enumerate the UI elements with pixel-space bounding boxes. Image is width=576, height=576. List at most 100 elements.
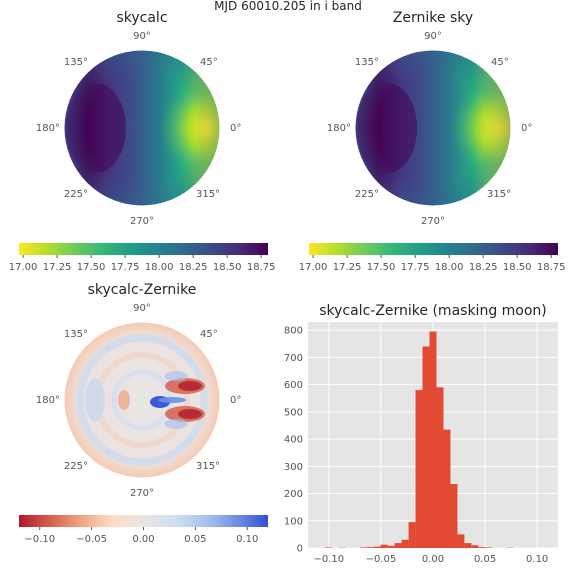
skycalc-panel: skycalc 0° 45° 90° 135° 180° 225° 270° 3… xyxy=(36,10,241,227)
colorbar-tick-label: 18.25 xyxy=(469,262,498,273)
angle-label: 45° xyxy=(491,57,509,68)
angle-label: 180° xyxy=(327,123,351,134)
angle-label: 180° xyxy=(36,395,60,406)
colorbar-tick-label: −0.05 xyxy=(76,534,107,545)
angle-label: 45° xyxy=(200,329,218,340)
angle-label: 270° xyxy=(130,488,154,499)
figure-title: MJD 60010.205 in i band xyxy=(214,0,362,13)
hist-bar xyxy=(471,545,479,548)
hist-bar xyxy=(394,543,402,548)
angle-label: 0° xyxy=(230,123,241,134)
angle-label: 315° xyxy=(487,189,511,200)
colorbar-tick-label: 17.25 xyxy=(43,262,72,273)
angle-label: 0° xyxy=(521,123,532,134)
colorbar-tick-label: 17.50 xyxy=(367,262,396,273)
hist-bar xyxy=(373,546,381,548)
colorbar-tick-label: 17.75 xyxy=(401,262,430,273)
x-tick-label: −0.05 xyxy=(366,554,397,565)
hist-bar xyxy=(457,534,465,548)
y-tick-label: 100 xyxy=(284,516,303,527)
colorbar-strip xyxy=(309,243,558,255)
colorbar-tick-label: 17.50 xyxy=(77,262,106,273)
zernike-title: Zernike sky xyxy=(393,10,473,26)
angle-label: 315° xyxy=(196,189,220,200)
colorbar-tick-label: 18.25 xyxy=(179,262,208,273)
angle-label: 315° xyxy=(196,461,220,472)
colorbar-strip xyxy=(19,515,268,527)
colorbar-tick-label: 17.00 xyxy=(299,262,328,273)
colorbar-tick-label: 17.75 xyxy=(111,262,140,273)
diff-colorbar: −0.10 −0.05 0.00 0.05 0.10 xyxy=(19,515,268,545)
x-tick-label: 0.05 xyxy=(474,554,496,565)
zernike-panel: Zernike sky 0° 45° 90° 135° 180° 225° 27… xyxy=(327,10,532,227)
hist-title: skycalc-Zernike (masking moon) xyxy=(319,303,547,319)
hist-bar xyxy=(443,429,451,548)
angle-label: 135° xyxy=(64,57,88,68)
skycalc-angle-labels: 0° 45° 90° 135° 180° 225° 270° 315° xyxy=(36,31,241,227)
diff-map xyxy=(64,322,220,478)
hist-bar xyxy=(485,547,493,548)
y-tick-label: 700 xyxy=(284,353,303,364)
y-tick-label: 0 xyxy=(297,544,303,555)
hist-bar xyxy=(401,539,409,548)
zernike-rim xyxy=(354,49,512,207)
colorbar-tick-label: 0.00 xyxy=(132,534,154,545)
angle-label: 90° xyxy=(424,31,442,42)
colorbar-tick-label: 17.00 xyxy=(9,262,38,273)
skycalc-colorbar: 17.00 17.25 17.50 17.75 18.00 18.25 18.50 18.75 xyxy=(9,243,276,273)
y-tick-label: 600 xyxy=(284,380,303,391)
colorbar-tick-label: 0.10 xyxy=(236,534,258,545)
x-tick-label: 0.00 xyxy=(422,554,444,565)
hist-bar xyxy=(450,484,458,548)
angle-label: 45° xyxy=(200,57,218,68)
y-tick-label: 800 xyxy=(284,326,303,337)
angle-label: 225° xyxy=(64,189,88,200)
x-tick-label: −0.10 xyxy=(314,554,345,565)
colorbar-strip xyxy=(19,243,268,255)
colorbar-tick-label: −0.10 xyxy=(24,534,55,545)
diff-panel: skycalc-Zernike 0° 45° 90° 135° 180° xyxy=(36,282,241,499)
hist-bar xyxy=(464,543,472,548)
angle-label: 225° xyxy=(64,461,88,472)
colorbar-tick-label: 0.05 xyxy=(184,534,206,545)
hist-tick-labels: −0.10 −0.05 0.00 0.05 0.10 0 100 200 300 400 500 60… xyxy=(284,326,548,565)
angle-label: 90° xyxy=(133,31,151,42)
colorbar-tick-label: 18.75 xyxy=(247,262,276,273)
hist-bar xyxy=(324,547,332,548)
hist-bar xyxy=(380,544,388,548)
y-tick-label: 200 xyxy=(284,489,303,500)
hist-panel: skycalc-Zernike (masking moon) −0.10 −0.0… xyxy=(284,303,558,565)
skycalc-map xyxy=(64,50,220,206)
hist-bar xyxy=(478,547,486,548)
skycalc-rim xyxy=(63,49,221,207)
angle-label: 90° xyxy=(133,303,151,314)
angle-label: 270° xyxy=(421,216,445,227)
hist-bar xyxy=(366,547,374,548)
y-tick-label: 300 xyxy=(284,462,303,473)
zernike-colorbar: 17.00 17.25 17.50 17.75 18.00 18.25 18.50 18.75 xyxy=(299,243,566,273)
diff-title: skycalc-Zernike xyxy=(88,282,197,298)
skycalc-title: skycalc xyxy=(116,10,167,26)
angle-label: 135° xyxy=(355,57,379,68)
hist-bar xyxy=(387,545,395,548)
colorbar-tick-label: 18.50 xyxy=(503,262,532,273)
zernike-angle-labels: 0° 45° 90° 135° 180° 225° 270° 315° xyxy=(327,31,532,227)
angle-label: 135° xyxy=(64,329,88,340)
hist-bar xyxy=(429,331,437,548)
hist-bar xyxy=(436,387,444,548)
zernike-map xyxy=(355,50,511,206)
colorbar-tick-label: 18.00 xyxy=(145,262,174,273)
hist-bar xyxy=(359,547,367,548)
colorbar-tick-label: 18.75 xyxy=(537,262,566,273)
hist-bar xyxy=(408,522,416,548)
diff-rim xyxy=(63,321,221,479)
angle-label: 225° xyxy=(355,189,379,200)
colorbar-tick-label: 18.00 xyxy=(435,262,464,273)
colorbar-tick-label: 17.25 xyxy=(333,262,362,273)
hist-bar xyxy=(422,346,430,548)
hist-bars xyxy=(324,331,514,548)
y-tick-label: 500 xyxy=(284,407,303,418)
x-tick-label: 0.10 xyxy=(526,554,548,565)
angle-label: 270° xyxy=(130,216,154,227)
y-tick-label: 400 xyxy=(284,435,303,446)
